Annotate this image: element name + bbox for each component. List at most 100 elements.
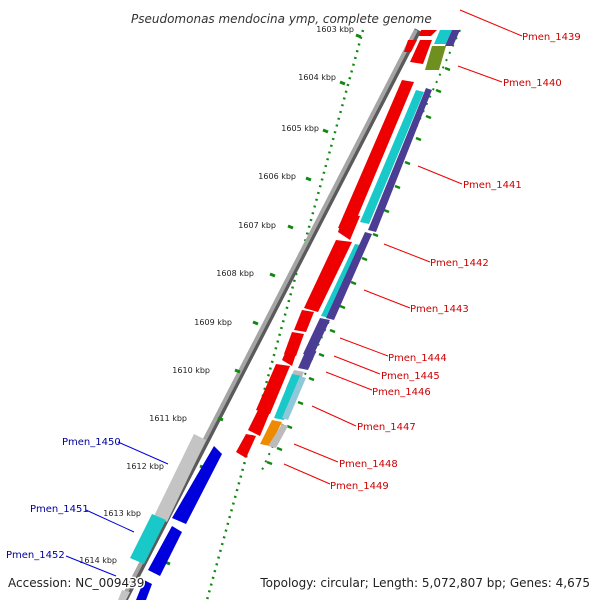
gene-pmen-1439-purple-block[interactable] <box>445 30 460 46</box>
gene-label-pmen-1447[interactable]: Pmen_1447 <box>357 422 416 433</box>
inner-tick <box>329 328 336 334</box>
kbp-label: 1609 kbp <box>194 318 232 327</box>
gene-pmen-1441-cyan-block[interactable] <box>360 90 424 224</box>
leader-line-pmen-1442 <box>383 243 431 263</box>
gene-pmen-1444-red-arrow-3[interactable] <box>282 346 298 366</box>
leader-line-pmen-1443 <box>363 289 411 309</box>
gene-gray-block-bottom[interactable] <box>118 590 130 600</box>
inner-tick <box>308 376 315 382</box>
gene-label-pmen-1440[interactable]: Pmen_1440 <box>503 78 562 89</box>
inner-tick <box>372 232 379 238</box>
leader-line-pmen-1445 <box>333 355 381 375</box>
left-gene-labels: Pmen_1450 Pmen_1451 Pmen_1452 <box>6 437 121 561</box>
gene-pmen-1450-blue-arrow[interactable] <box>172 446 222 524</box>
leader-line-pmen-1444 <box>339 337 389 357</box>
kbp-tick <box>287 224 294 230</box>
gene-pmen-1444-red-arrow-1[interactable] <box>294 310 314 332</box>
kbp-label: 1604 kbp <box>298 73 336 82</box>
inner-tick <box>266 460 273 466</box>
gene-pmen-1447-light-block[interactable] <box>282 376 306 420</box>
gene-pmen-1441-purple-block[interactable] <box>368 88 432 232</box>
right-leader-lines <box>283 9 523 485</box>
gene-pmen-1450-gray-block[interactable] <box>154 434 206 522</box>
gene-pmen-1444-purple-block[interactable] <box>303 318 330 356</box>
gene-label-pmen-1446[interactable]: Pmen_1446 <box>372 387 431 398</box>
inner-tick <box>318 352 325 358</box>
inner-tick <box>404 160 411 166</box>
left-leader-lines <box>65 441 169 577</box>
gene-pmen-1447-red-arrow[interactable] <box>256 364 290 414</box>
kbp-label: 1608 kbp <box>216 269 254 278</box>
kbp-label: 1603 kbp <box>316 25 354 34</box>
kbp-tick <box>355 33 362 39</box>
gene-label-pmen-1450[interactable]: Pmen_1450 <box>62 437 121 448</box>
gene-pmen-1449-red-arrow[interactable] <box>236 434 256 458</box>
gene-label-pmen-1451[interactable]: Pmen_1451 <box>30 504 89 515</box>
gene-pmen-1442-red-arrow[interactable] <box>304 240 352 312</box>
inner-tick <box>361 256 368 262</box>
leader-line-pmen-1441 <box>417 165 463 185</box>
gene-label-pmen-1441[interactable]: Pmen_1441 <box>463 180 522 191</box>
gene-red-arrow-top[interactable] <box>410 40 432 64</box>
inner-tick <box>425 114 432 120</box>
right-gene-labels: Pmen_1439 Pmen_1440 Pmen_1441 Pmen_1442 … <box>330 32 581 492</box>
kbp-labels: 1603 kbp 1604 kbp 1605 kbp 1606 kbp 1607… <box>79 25 354 565</box>
leader-line-pmen-1449 <box>283 463 331 485</box>
kbp-tick <box>234 368 241 374</box>
accession-text: Accession: NC_009439 <box>8 576 144 590</box>
kbp-label: 1614 kbp <box>79 556 117 565</box>
inner-tick <box>276 446 283 452</box>
gene-pmen-1439-arrow[interactable] <box>419 30 437 36</box>
leader-line-pmen-1451 <box>85 509 135 533</box>
kbp-tick <box>217 416 224 422</box>
gene-pmen-1448-red-arrow[interactable] <box>248 410 270 436</box>
kbp-tick <box>269 272 276 278</box>
map-title: Pseudomonas mendocina ymp, complete geno… <box>131 12 432 26</box>
kbp-tick <box>252 320 259 326</box>
gene-label-pmen-1449[interactable]: Pmen_1449 <box>330 481 389 492</box>
gene-red-block-small[interactable] <box>404 40 417 52</box>
kbp-tick <box>305 176 312 182</box>
inner-tick <box>435 88 442 94</box>
gene-pmen-1447-cyan-block[interactable] <box>274 374 302 420</box>
kbp-label: 1606 kbp <box>258 172 296 181</box>
gene-pmen-1448-orange-block[interactable] <box>260 420 282 446</box>
gene-label-pmen-1452[interactable]: Pmen_1452 <box>6 550 65 561</box>
inner-tick <box>415 136 422 142</box>
gene-pmen-1441-red-arrow[interactable] <box>338 80 414 230</box>
inner-tick <box>394 184 401 190</box>
kbp-dotted-ring <box>205 29 365 600</box>
gene-pmen-1443-purple-block[interactable] <box>326 232 372 320</box>
kbp-label: 1610 kbp <box>172 366 210 375</box>
gene-label-pmen-1443[interactable]: Pmen_1443 <box>410 304 469 315</box>
gene-label-pmen-1448[interactable]: Pmen_1448 <box>339 459 398 470</box>
gene-red-arrowhead-1[interactable] <box>338 214 360 240</box>
kbp-label: 1613 kbp <box>103 509 141 518</box>
leader-line-pmen-1446 <box>325 371 373 391</box>
inner-tick <box>444 66 451 72</box>
kbp-tick <box>322 128 329 134</box>
gene-pmen-1440-olive-block[interactable] <box>425 46 446 70</box>
gene-label-pmen-1444[interactable]: Pmen_1444 <box>388 353 447 364</box>
gene-label-pmen-1445[interactable]: Pmen_1445 <box>381 371 440 382</box>
kbp-label: 1605 kbp <box>281 124 319 133</box>
kbp-tick <box>339 80 346 86</box>
gene-pmen-1452-blue-block[interactable] <box>136 580 152 600</box>
gene-pmen-1448-gray-block[interactable] <box>268 424 288 448</box>
leader-line-pmen-1447 <box>311 405 357 427</box>
gene-pmen-1445-purple-block[interactable] <box>298 350 316 370</box>
kbp-label: 1612 kbp <box>126 462 164 471</box>
inner-tick <box>350 280 357 286</box>
inner-tick <box>297 400 304 406</box>
leader-line-pmen-1439 <box>459 9 523 37</box>
inner-tick <box>339 304 346 310</box>
leader-line-pmen-1440 <box>457 65 503 83</box>
gene-pmen-1451-cyan-block[interactable] <box>130 514 166 564</box>
inner-tick <box>286 424 293 430</box>
topology-text: Topology: circular; Length: 5,072,807 bp… <box>259 576 590 590</box>
gene-label-pmen-1442[interactable]: Pmen_1442 <box>430 258 489 269</box>
gene-pmen-1451-blue-arrow[interactable] <box>148 526 182 576</box>
gene-label-pmen-1439[interactable]: Pmen_1439 <box>522 32 581 43</box>
